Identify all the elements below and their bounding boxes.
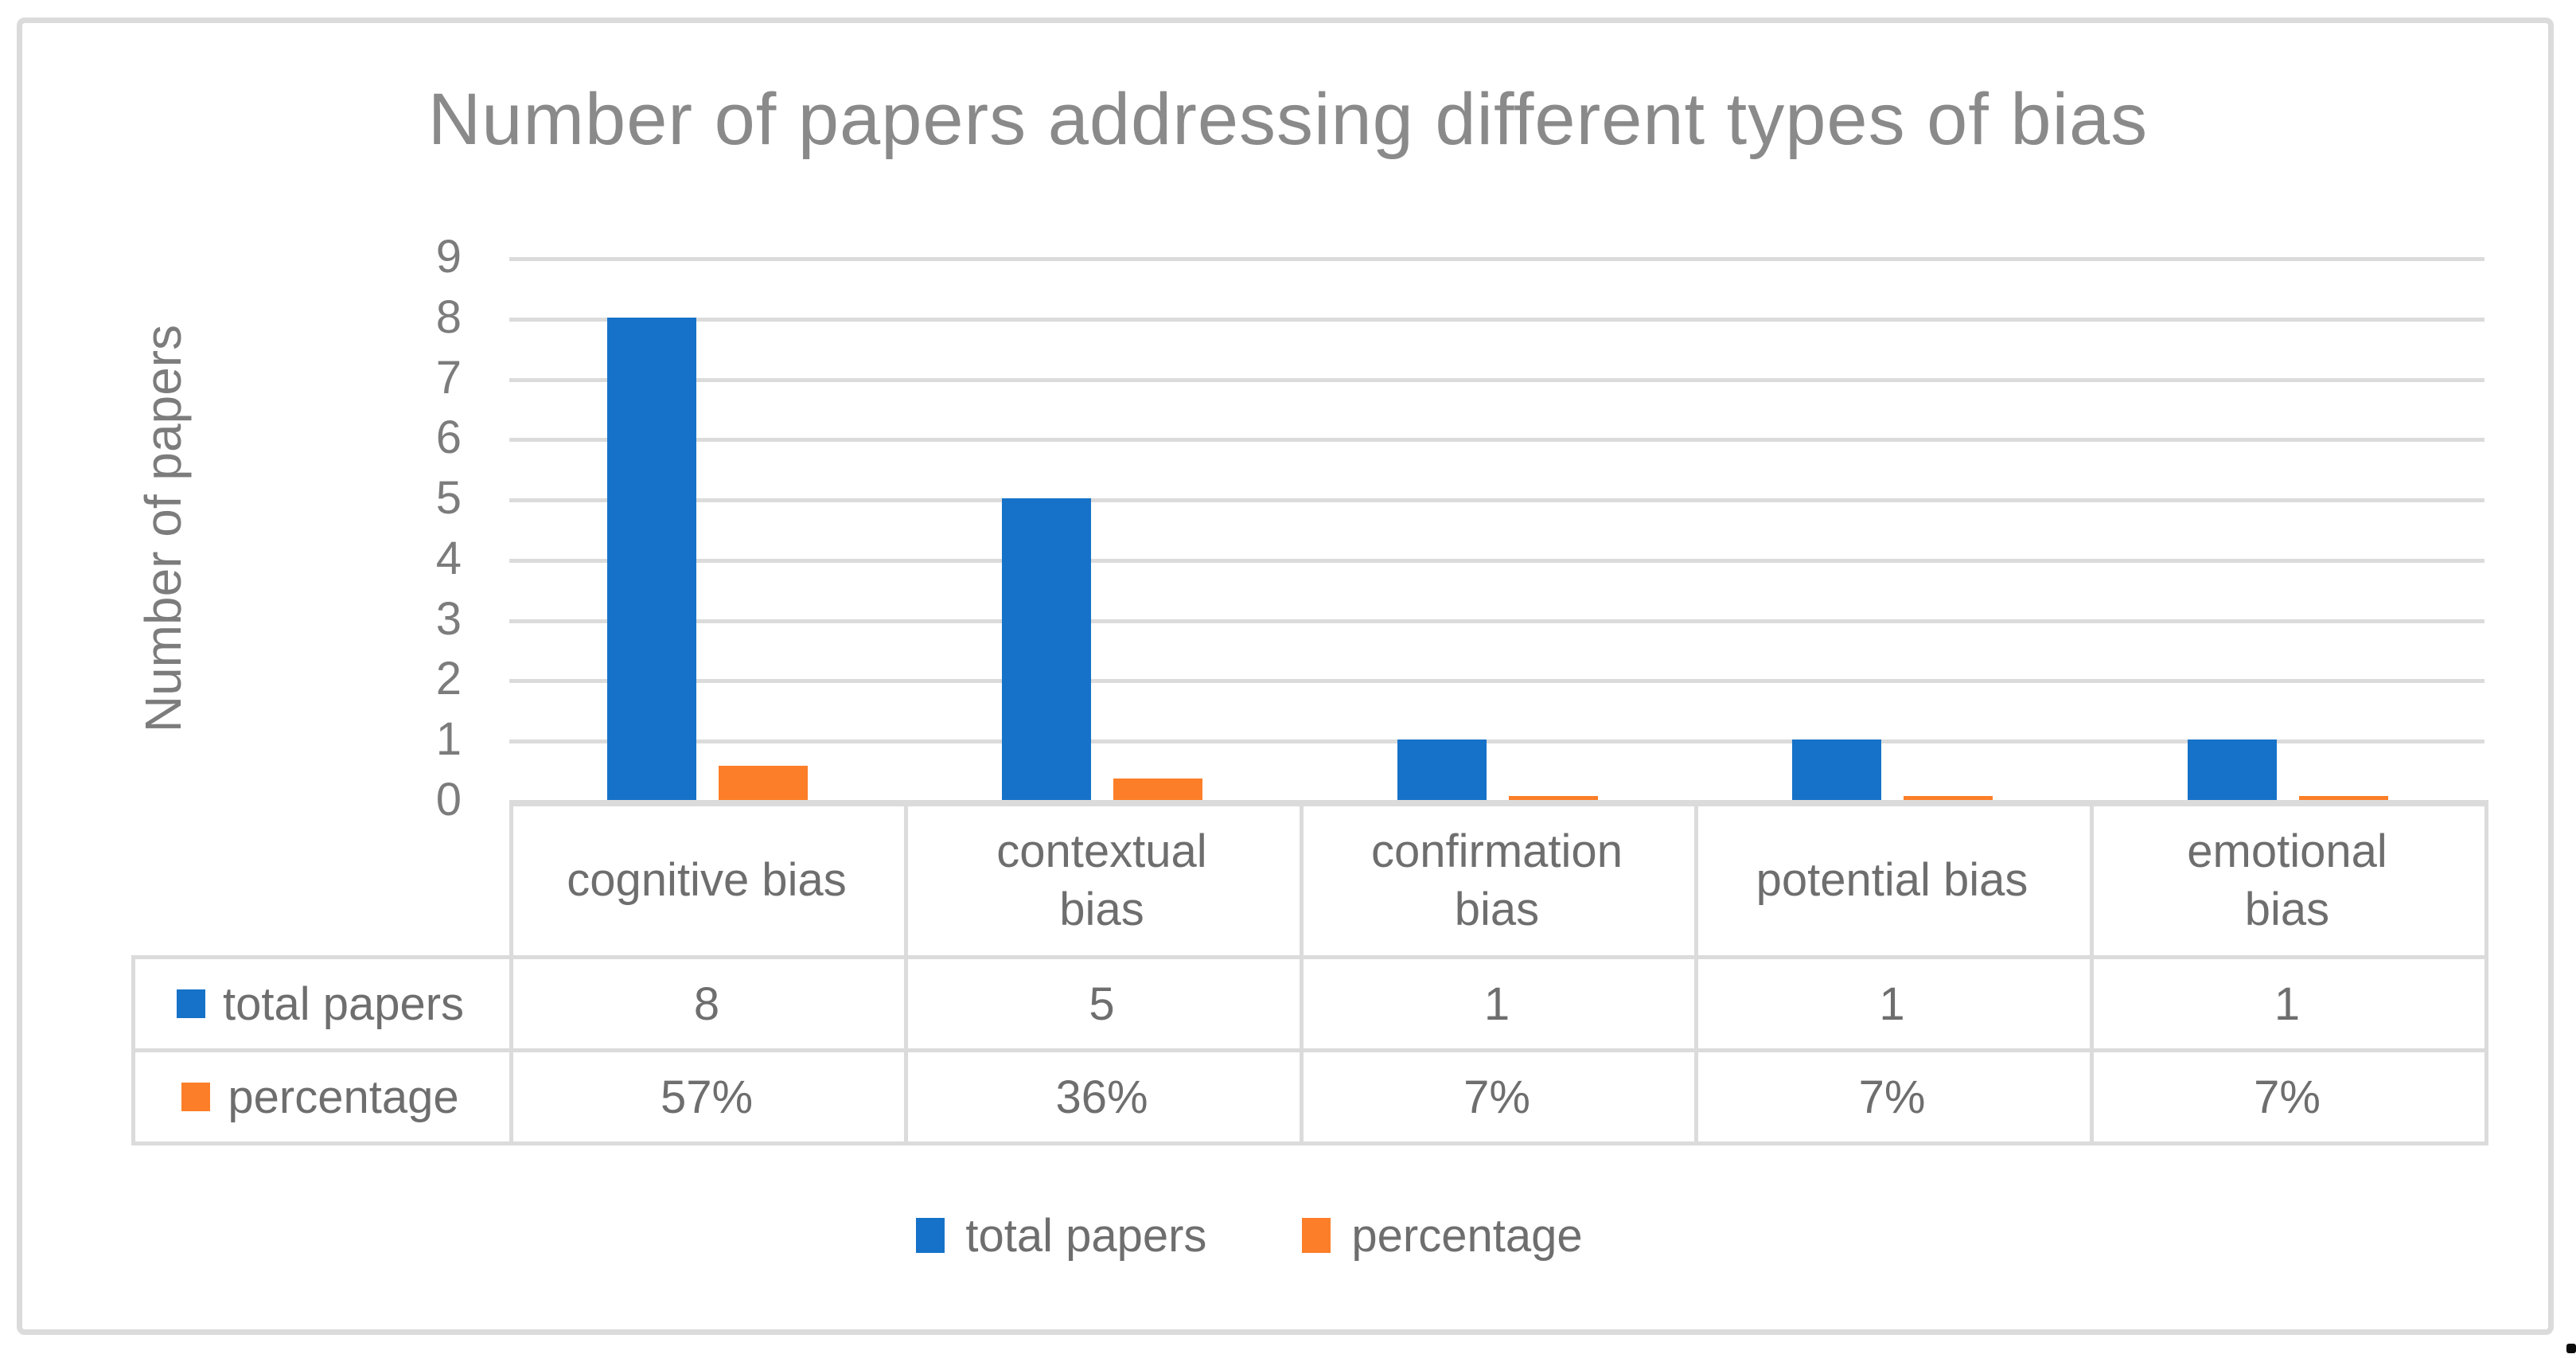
category-header-cell-confirmation-bias: confirmation bias: [1371, 825, 1623, 935]
bar-percentage-confirmation-bias: [1509, 796, 1598, 800]
table-column-border: [131, 955, 135, 1145]
x-axis-line: [509, 800, 2484, 806]
y-tick-label: 9: [435, 231, 462, 283]
table-column-border: [2484, 800, 2488, 1145]
gridline: [509, 378, 2484, 382]
bar-percentage-contextual-bias: [1113, 779, 1202, 800]
value-cell-total-papers-potential-bias: 1: [1879, 978, 1905, 1030]
series-key-label: percentage: [228, 1071, 459, 1123]
y-tick-label: 7: [435, 352, 462, 404]
series-key-cell-total-papers: total papers: [135, 959, 505, 1048]
value-cell-percentage-potential-bias: 7%: [1858, 1071, 1926, 1123]
y-tick-label: 8: [435, 291, 462, 343]
y-axis-title: Number of papers: [134, 324, 192, 733]
value-cell-percentage-confirmation-bias: 7%: [1463, 1071, 1530, 1123]
table-column-border: [2090, 800, 2094, 1145]
value-cell-percentage-cognitive-bias: 57%: [660, 1071, 754, 1123]
value-cell-total-papers-cognitive-bias: 8: [693, 978, 720, 1030]
cursor-artifact-dot: [2566, 1344, 2576, 1353]
table-row-border: [131, 1141, 2484, 1145]
value-cell-percentage-emotional-bias: 7%: [2254, 1071, 2321, 1123]
y-tick-label: 2: [435, 653, 462, 704]
y-tick-label: 0: [435, 774, 462, 825]
value-cell-total-papers-confirmation-bias: 1: [1483, 978, 1510, 1030]
value-cell-total-papers-emotional-bias: 1: [2274, 978, 2301, 1030]
bar-total-papers-confirmation-bias: [1397, 739, 1487, 800]
series-key-cell-percentage: percentage: [135, 1052, 505, 1141]
table-row-border: [131, 1048, 2484, 1052]
gridline: [509, 619, 2484, 623]
bar-total-papers-contextual-bias: [1002, 498, 1091, 800]
bar-total-papers-potential-bias: [1792, 739, 1881, 800]
gridline: [509, 257, 2484, 261]
gridline: [509, 318, 2484, 322]
chart-border: [17, 18, 2554, 1335]
category-header-cell-potential-bias: potential bias: [1756, 854, 2028, 907]
gridline: [509, 739, 2484, 743]
bar-percentage-emotional-bias: [2299, 796, 2388, 800]
category-header-cell-cognitive-bias: cognitive bias: [567, 854, 847, 907]
bar-total-papers-emotional-bias: [2188, 739, 2277, 800]
table-column-border: [1300, 800, 1304, 1145]
gridline: [509, 438, 2484, 442]
y-tick-label: 6: [435, 412, 462, 463]
gridline: [509, 498, 2484, 502]
legend-item-total-papers: total papers: [916, 1209, 1206, 1262]
chart-title: Number of papers addressing different ty…: [427, 79, 2149, 160]
y-tick-label: 4: [435, 533, 462, 584]
table-column-border: [904, 800, 908, 1145]
y-tick-label: 3: [435, 593, 462, 645]
legend-swatch-total-papers: [916, 1218, 945, 1253]
legend-label: percentage: [1351, 1209, 1583, 1262]
category-header-cell-contextual-bias: contextual bias: [996, 825, 1207, 935]
legend-item-percentage: percentage: [1302, 1209, 1583, 1262]
gridline: [509, 559, 2484, 563]
legend: total papers percentage: [0, 1204, 2499, 1267]
table-column-border: [509, 800, 513, 1145]
legend-swatch-percentage: [1302, 1218, 1331, 1253]
y-tick-label: 1: [435, 713, 462, 765]
legend-label: total papers: [965, 1209, 1207, 1262]
value-cell-total-papers-contextual-bias: 5: [1089, 978, 1115, 1030]
gridline: [509, 679, 2484, 683]
bar-total-papers-cognitive-bias: [607, 318, 696, 800]
series-swatch-percentage: [181, 1083, 211, 1111]
table-column-border: [1694, 800, 1698, 1145]
category-header-cell-emotional-bias: emotional bias: [2187, 825, 2387, 935]
table-row-border: [131, 955, 2484, 959]
series-key-label: total papers: [222, 978, 465, 1030]
bar-percentage-cognitive-bias: [719, 766, 808, 800]
series-swatch-total-papers: [176, 989, 205, 1018]
bar-percentage-potential-bias: [1904, 796, 1993, 800]
value-cell-percentage-contextual-bias: 36%: [1055, 1071, 1148, 1123]
y-tick-label: 5: [435, 472, 462, 524]
